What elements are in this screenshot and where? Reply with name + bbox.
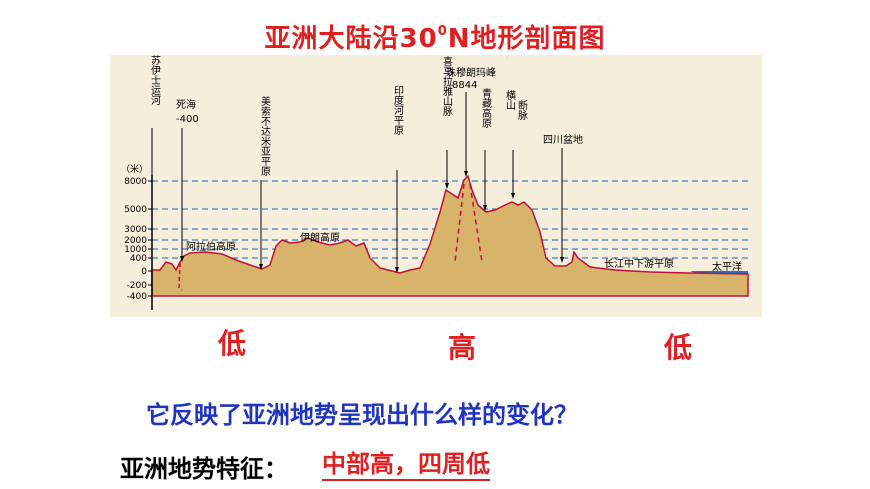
label-tibet: 青藏高原 <box>480 87 492 128</box>
label-indus: 印度河平原 <box>392 85 404 135</box>
low-marker-right: 低 <box>664 331 693 364</box>
arrowheads <box>180 171 564 273</box>
y-tick: 2000 <box>124 236 147 246</box>
label-yangtze: 长江中下游平原 <box>604 257 674 270</box>
diagram-title: 亚洲大陆沿300N地形剖面图 <box>264 24 606 54</box>
feature-label: 亚洲地势特征： <box>120 455 288 483</box>
label-suez: 苏伊士运河 <box>149 54 161 105</box>
label-hengduan-2: 断脉 <box>516 99 528 120</box>
label-everest-height: 8844 <box>452 80 477 91</box>
label-pacific: 太平洋 <box>712 260 742 273</box>
label-mesopotamia: 美索不达米亚平原 <box>259 95 271 176</box>
label-iranian: 伊朗高原 <box>300 231 340 244</box>
y-unit: （米） <box>121 163 148 175</box>
label-sichuan: 四川盆地 <box>543 133 583 146</box>
label-dead-sea: 死海 <box>176 98 196 111</box>
label-himalaya: 喜马拉雅山脉 <box>441 55 453 116</box>
label-hengduan-1: 横山 <box>504 89 516 110</box>
question-text: 它反映了亚洲地势呈现出什么样的变化？ <box>146 401 578 429</box>
y-tick: 8000 <box>124 177 147 187</box>
fault-lines <box>454 183 483 263</box>
label-dead-sea-depth: -400 <box>176 114 199 125</box>
y-tick: 1000 <box>124 245 147 255</box>
terrain-fill <box>151 174 749 297</box>
label-arabian: 阿拉伯高原 <box>186 240 236 253</box>
pointer-lines <box>151 92 563 270</box>
y-tick: 400 <box>130 254 147 264</box>
y-tick: -200 <box>127 281 148 291</box>
y-tick: 0 <box>141 267 147 277</box>
high-marker: 高 <box>448 331 477 364</box>
label-everest: 珠穆朗玛峰 <box>446 66 496 79</box>
y-tick: -400 <box>127 292 148 302</box>
y-tick: 5000 <box>124 205 147 215</box>
feature-answer: 中部高，四周低 <box>322 449 490 481</box>
low-marker-left: 低 <box>218 327 247 360</box>
y-tick: 3000 <box>124 225 147 235</box>
